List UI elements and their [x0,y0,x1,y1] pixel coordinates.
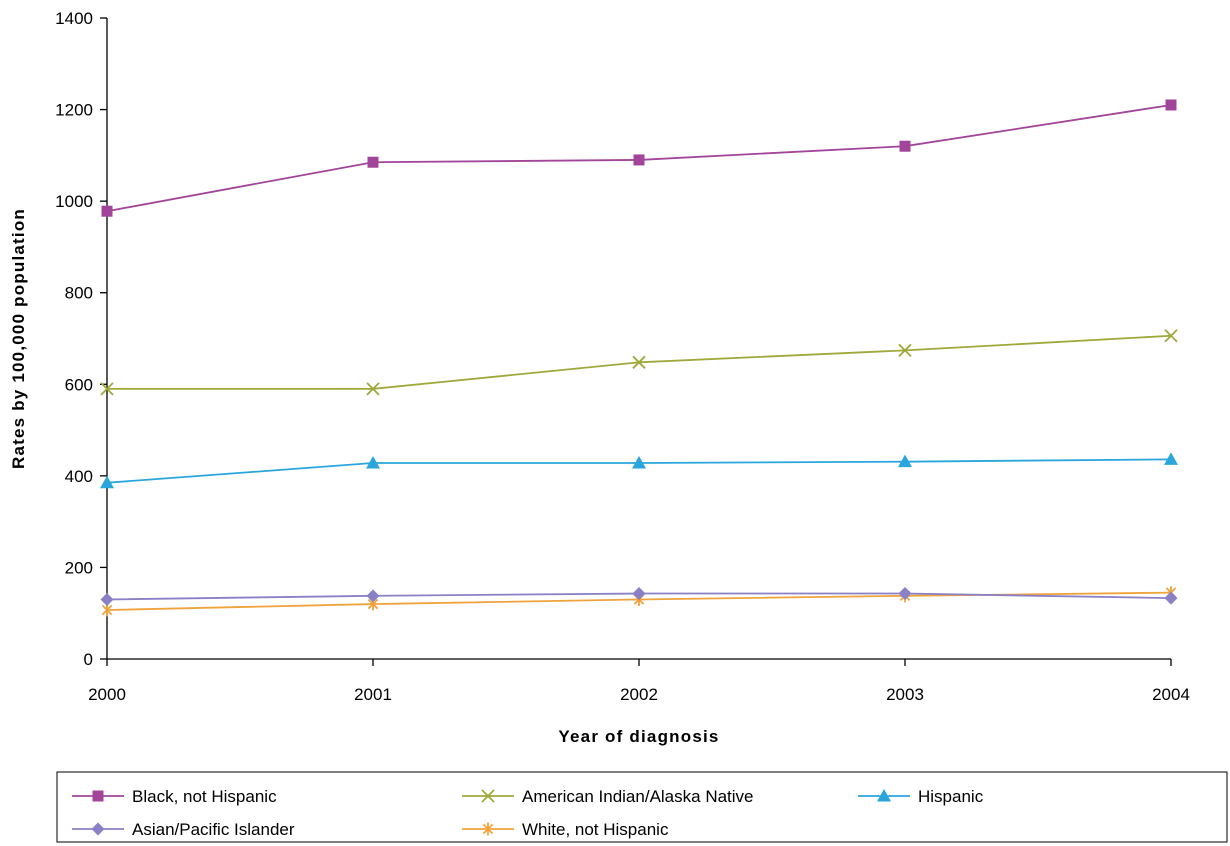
legend-label: Hispanic [918,787,984,806]
data-point [898,454,912,468]
legend-item: Black, not Hispanic [72,787,277,806]
legend-swatch-marker [481,789,495,803]
legend-item: White, not Hispanic [462,820,669,839]
x-tick-label: 2004 [1152,685,1190,704]
y-axis-title: Rates by 100,000 population [9,208,28,469]
data-point [898,343,912,358]
data-point [633,154,645,166]
legend-swatch-marker [91,822,105,836]
data-point [1164,452,1178,465]
data-point [367,156,379,168]
legend-swatch-marker [92,790,104,802]
x-axis-title: Year of diagnosis [558,727,719,746]
series-layer [100,99,1178,617]
y-tick-label: 1200 [55,101,93,120]
y-tick-label: 800 [65,284,93,303]
series-0 [101,99,1177,217]
data-point [1165,99,1177,111]
x-ticks: 2000 2001 2002 2003 2004 [88,659,1190,704]
legend-label: White, not Hispanic [522,820,669,839]
data-point [1164,591,1178,605]
x-tick-label: 2001 [354,685,392,704]
data-point [366,589,380,603]
series-1 [100,329,1178,396]
x-tick-label: 2002 [620,685,658,704]
y-tick-label: 0 [84,650,93,669]
legend-item: Hispanic [858,787,984,806]
legend-label: American Indian/Alaska Native [522,787,754,806]
y-tick-label: 200 [65,558,93,577]
data-point [100,382,114,396]
legend-label: Asian/Pacific Islander [132,820,295,839]
data-point [632,456,646,469]
legend-item: Asian/Pacific Islander [72,820,295,839]
x-tick-label: 2000 [88,685,126,704]
y-tick-label: 1000 [55,192,93,211]
y-ticks: 0 200 400 600 800 1000 1200 1400 [55,9,107,669]
series-2 [100,452,1178,489]
data-point [899,140,911,152]
y-tick-label: 600 [65,375,93,394]
legend-box [56,771,1228,843]
legend-swatch-marker [877,789,891,802]
legend-label: Black, not Hispanic [132,787,277,806]
data-point [632,355,646,369]
y-tick-label: 1400 [55,9,93,28]
data-point [366,382,380,396]
data-point [100,475,114,489]
legend: Black, not Hispanic American Indian/Alask… [56,771,1228,843]
data-point [632,587,646,601]
data-point [898,587,912,601]
data-point [101,205,113,217]
y-tick-label: 400 [65,467,93,486]
data-point [100,592,114,606]
x-tick-label: 2003 [886,685,924,704]
series-3 [100,587,1178,606]
legend-item: American Indian/Alaska Native [462,787,754,806]
data-point [1164,329,1178,343]
data-point [366,456,380,469]
legend-swatch-marker [482,822,494,836]
